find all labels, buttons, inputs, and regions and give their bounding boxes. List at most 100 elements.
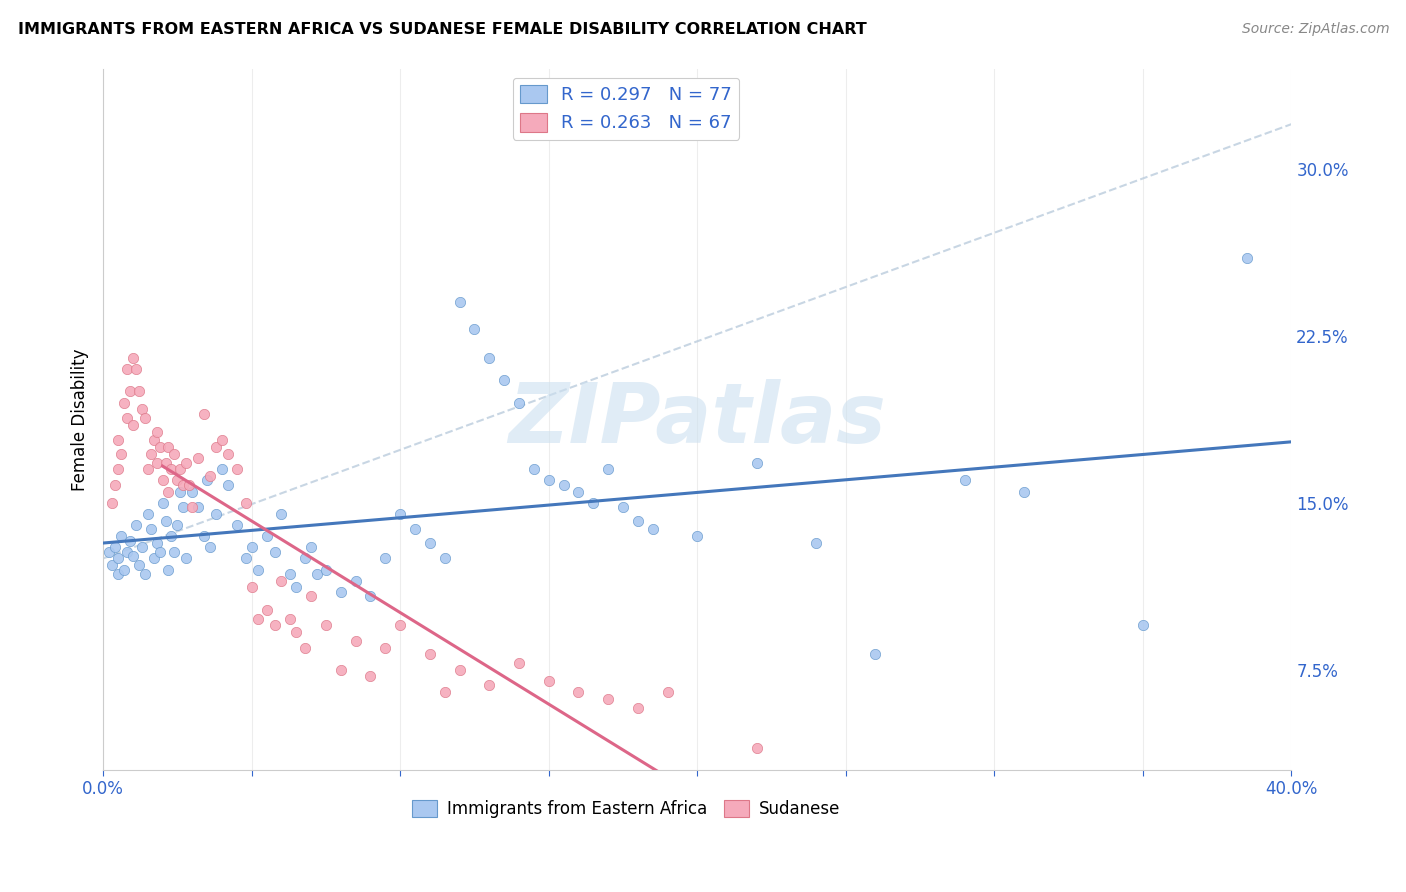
Point [389, 507, 412, 521]
Point [134, 567, 156, 582]
Point [176, 551, 198, 566]
Point [157, 563, 180, 577]
Text: IMMIGRANTS FROM EASTERN AFRICA VS SUDANESE FEMALE DISABILITY CORRELATION CHART: IMMIGRANTS FROM EASTERN AFRICA VS SUDANE… [18, 22, 868, 37]
Point [449, 663, 471, 677]
Point [433, 685, 456, 699]
Point [285, 581, 308, 595]
Point [142, 551, 165, 566]
Point [433, 551, 456, 566]
Point [198, 541, 221, 555]
Point [344, 633, 367, 648]
Point [198, 469, 221, 483]
Point [157, 484, 180, 499]
Point [157, 440, 180, 454]
Point [152, 474, 174, 488]
Point [131, 402, 153, 417]
Point [160, 529, 183, 543]
Point [240, 581, 263, 595]
Point [612, 500, 634, 515]
Point [107, 434, 129, 448]
Point [187, 500, 209, 515]
Point [389, 618, 412, 632]
Point [104, 541, 127, 555]
Y-axis label: Female Disability: Female Disability [72, 348, 89, 491]
Point [1236, 251, 1258, 265]
Point [110, 529, 132, 543]
Point [953, 474, 976, 488]
Point [225, 518, 247, 533]
Point [225, 462, 247, 476]
Point [205, 507, 228, 521]
Point [1012, 484, 1035, 499]
Point [278, 611, 301, 625]
Point [641, 523, 664, 537]
Point [155, 514, 177, 528]
Point [193, 407, 215, 421]
Point [169, 462, 191, 476]
Point [121, 351, 143, 365]
Point [745, 456, 768, 470]
Point [145, 536, 167, 550]
Point [139, 523, 162, 537]
Point [145, 456, 167, 470]
Point [404, 523, 426, 537]
Point [305, 567, 328, 582]
Point [315, 563, 337, 577]
Point [374, 640, 396, 655]
Point [246, 563, 269, 577]
Point [627, 514, 650, 528]
Point [523, 462, 546, 476]
Point [136, 462, 159, 476]
Point [118, 384, 141, 399]
Point [329, 585, 352, 599]
Point [110, 447, 132, 461]
Point [148, 440, 170, 454]
Point [508, 656, 530, 670]
Point [115, 362, 138, 376]
Point [449, 295, 471, 310]
Point [136, 507, 159, 521]
Point [285, 624, 308, 639]
Point [657, 685, 679, 699]
Point [419, 647, 441, 661]
Text: Source: ZipAtlas.com: Source: ZipAtlas.com [1241, 22, 1389, 37]
Point [478, 678, 501, 692]
Point [419, 536, 441, 550]
Point [118, 533, 141, 548]
Point [211, 462, 233, 476]
Point [205, 440, 228, 454]
Point [508, 395, 530, 409]
Point [115, 545, 138, 559]
Point [463, 322, 485, 336]
Point [101, 558, 124, 573]
Point [112, 395, 135, 409]
Point [179, 478, 201, 492]
Point [166, 474, 188, 488]
Legend: Immigrants from Eastern Africa, Sudanese: Immigrants from Eastern Africa, Sudanese [405, 793, 846, 825]
Point [686, 529, 709, 543]
Point [163, 545, 186, 559]
Point [172, 500, 194, 515]
Point [187, 451, 209, 466]
Point [107, 551, 129, 566]
Point [299, 541, 322, 555]
Point [315, 618, 337, 632]
Point [270, 574, 292, 588]
Point [294, 640, 316, 655]
Point [107, 462, 129, 476]
Point [155, 456, 177, 470]
Point [181, 484, 204, 499]
Point [359, 669, 381, 683]
Point [598, 691, 620, 706]
Point [264, 618, 287, 632]
Point [359, 589, 381, 603]
Point [193, 529, 215, 543]
Point [240, 541, 263, 555]
Point [270, 507, 292, 521]
Point [121, 417, 143, 432]
Point [166, 518, 188, 533]
Point [567, 685, 589, 699]
Point [195, 474, 218, 488]
Point [128, 558, 150, 573]
Point [125, 518, 148, 533]
